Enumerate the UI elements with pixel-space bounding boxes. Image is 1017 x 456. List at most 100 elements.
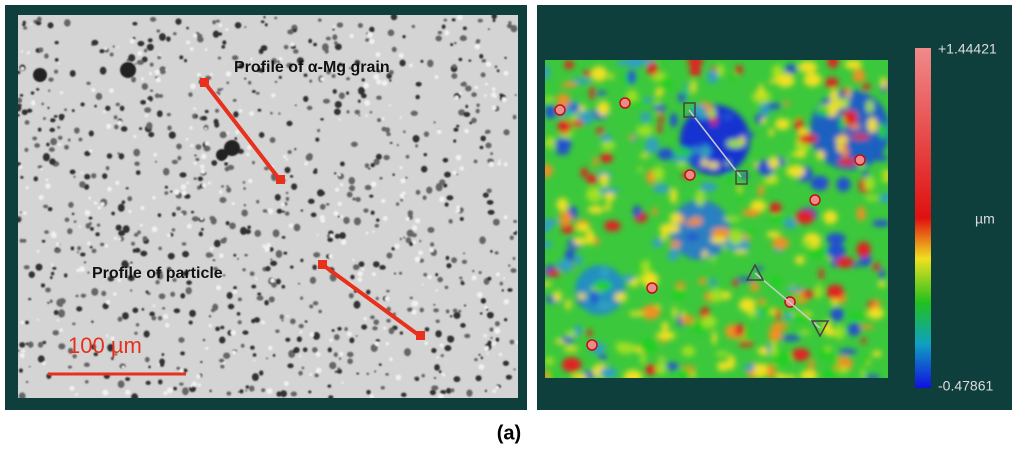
pore [238, 63, 244, 69]
pore [94, 104, 97, 108]
pore [240, 226, 247, 235]
afm-feature [564, 248, 575, 262]
pore [84, 150, 91, 157]
pore [156, 110, 163, 118]
afm-low [670, 200, 730, 260]
pore [78, 137, 83, 142]
highlight [209, 73, 213, 76]
afm-feature [846, 312, 867, 321]
pore [334, 370, 338, 373]
pore [334, 100, 342, 109]
pore [260, 20, 265, 24]
pore [456, 124, 460, 128]
afm-peak [586, 339, 598, 351]
pore [145, 380, 151, 385]
highlight [398, 52, 404, 59]
pore [120, 62, 136, 78]
afm-feature [730, 71, 736, 82]
highlight [266, 242, 271, 248]
pore [256, 199, 260, 204]
afm-feature [574, 254, 583, 266]
pore [231, 55, 239, 61]
pore [134, 247, 141, 253]
pore [363, 208, 369, 213]
pore [491, 15, 498, 20]
afm-feature [723, 216, 741, 222]
afm-feature [711, 66, 717, 72]
pore [279, 314, 285, 320]
pore [170, 291, 176, 297]
pore [53, 115, 58, 118]
highlight [282, 154, 287, 159]
pore [37, 127, 42, 132]
pore [173, 308, 181, 314]
afm-profile [754, 272, 821, 329]
pore [318, 309, 322, 314]
pore [90, 226, 94, 231]
afm-feature [795, 209, 815, 225]
pore [294, 148, 297, 151]
pore [412, 135, 420, 143]
highlight [200, 169, 206, 174]
highlight [158, 53, 162, 56]
highlight [389, 104, 392, 107]
label: Profile of particle [92, 265, 223, 282]
afm-feature [770, 308, 778, 316]
highlight [512, 229, 516, 232]
afm-feature [545, 369, 550, 378]
pore [21, 109, 28, 116]
highlight [381, 80, 388, 87]
marker [810, 320, 830, 338]
highlight [208, 323, 212, 328]
afm-feature [871, 350, 882, 357]
pore [383, 154, 390, 161]
pore [285, 337, 291, 342]
highlight [23, 211, 27, 215]
pore [198, 231, 203, 237]
pore [399, 59, 406, 67]
pore [32, 136, 38, 141]
afm-feature [640, 112, 651, 123]
pore [109, 52, 114, 57]
pore [159, 358, 165, 366]
pore [276, 391, 282, 397]
pore [219, 131, 227, 139]
pore [113, 352, 118, 356]
pore [405, 176, 408, 179]
pore [346, 91, 350, 95]
pore [49, 299, 53, 304]
afm-feature [545, 356, 555, 366]
afm-feature [586, 186, 603, 203]
afm-feature [772, 351, 792, 367]
afm-feature [725, 160, 730, 166]
afm-feature [565, 299, 572, 310]
pore [127, 274, 135, 282]
highlight [220, 190, 223, 193]
afm-feature [556, 197, 569, 212]
afm-feature [639, 122, 645, 128]
highlight [151, 226, 158, 233]
pore [506, 23, 513, 29]
pore [220, 87, 224, 91]
highlight [377, 66, 381, 69]
highlight [189, 384, 193, 388]
pore [57, 309, 66, 318]
highlight [483, 334, 487, 338]
pore [358, 261, 365, 267]
pore [236, 312, 241, 316]
pore [157, 315, 163, 321]
highlight [309, 373, 312, 377]
pore [507, 288, 513, 292]
pore [172, 32, 177, 36]
highlight [249, 111, 255, 117]
pore [172, 212, 176, 217]
pore [43, 117, 46, 121]
profile-grain [200, 78, 285, 184]
pore [370, 315, 375, 320]
pore [346, 191, 353, 198]
highlight [258, 72, 261, 75]
afm-feature [776, 73, 795, 88]
highlight [147, 100, 150, 103]
afm-feature [561, 357, 582, 373]
pore [313, 42, 318, 47]
